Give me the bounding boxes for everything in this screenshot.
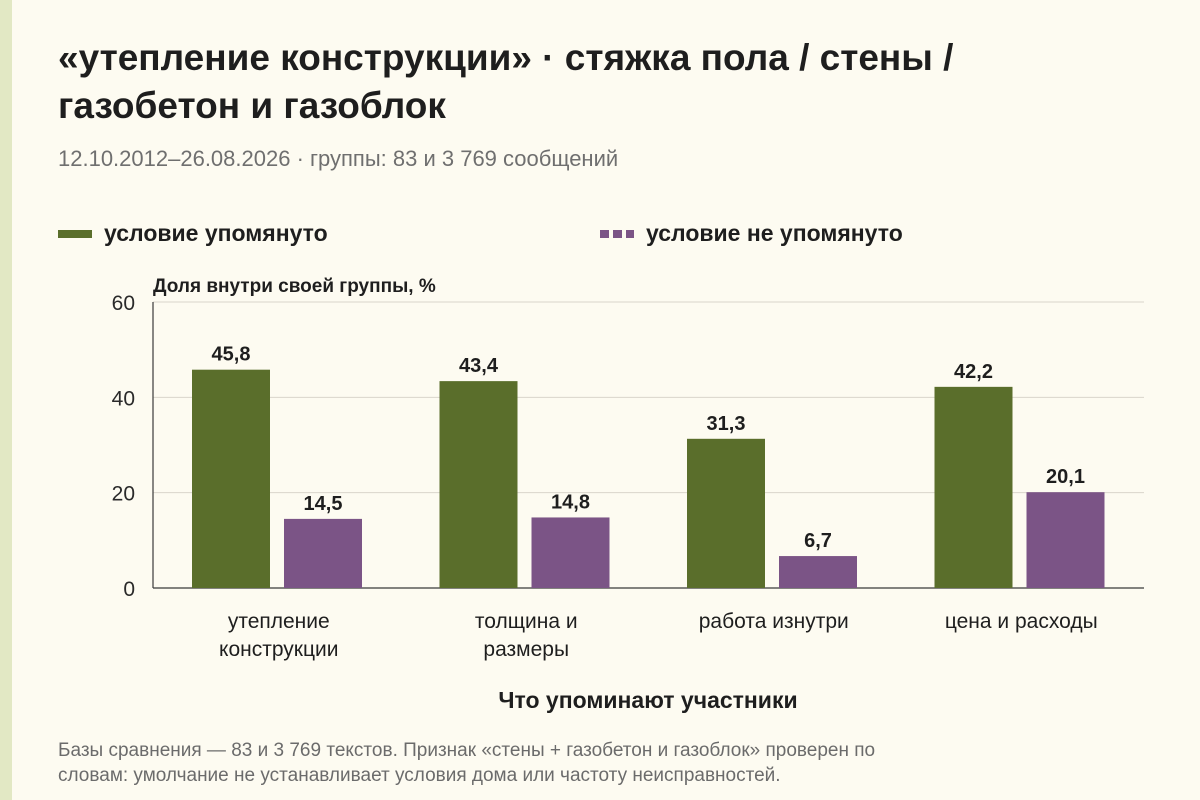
x-tick-label: конструкции bbox=[219, 638, 338, 661]
bar-mentioned bbox=[192, 369, 270, 588]
page-subtitle: 12.10.2012–26.08.2026 · группы: 83 и 3 7… bbox=[58, 146, 619, 171]
bar-value-label: 14,8 bbox=[551, 491, 590, 513]
legend-swatch-not-mentioned bbox=[600, 229, 634, 238]
bar-value-label: 45,8 bbox=[212, 344, 251, 366]
legend-item-mentioned: условие упомянуто bbox=[58, 220, 328, 247]
bar-value-label: 31,3 bbox=[707, 413, 746, 435]
footnote: Базы сравнения — 83 и 3 769 текстов. При… bbox=[58, 738, 1158, 788]
x-tick-label: утепление bbox=[228, 610, 330, 633]
x-tick-label: размеры bbox=[483, 638, 569, 661]
x-tick-label: работа изнутри bbox=[699, 610, 849, 633]
legend-label-not-mentioned: условие не упомянуто bbox=[646, 220, 903, 246]
legend-item-not-mentioned: условие не упомянуто bbox=[600, 220, 903, 247]
bar-mentioned bbox=[439, 381, 518, 588]
footnote-line-2: словам: умолчание не устанавливает услов… bbox=[58, 765, 781, 786]
bar-value-label: 14,5 bbox=[304, 493, 343, 515]
footnote-line-1: Базы сравнения — 83 и 3 769 текстов. При… bbox=[58, 740, 876, 761]
bar-not-mentioned bbox=[284, 518, 362, 588]
title-line-2: газобетон и газоблок bbox=[58, 85, 446, 126]
y-tick-label: 20 bbox=[112, 483, 135, 506]
x-tick-label: толщина и bbox=[475, 610, 578, 633]
x-axis-label: Что упоминают участники bbox=[498, 687, 797, 713]
x-tick-label: цена и расходы bbox=[945, 610, 1098, 633]
bar-value-label: 43,4 bbox=[459, 355, 499, 377]
title-line-1: «утепление конструкции» · стяжка пола / … bbox=[58, 37, 954, 78]
y-axis-label: Доля внутри своей группы, % bbox=[153, 276, 436, 297]
bar-value-label: 6,7 bbox=[804, 530, 832, 552]
bar-not-mentioned bbox=[531, 517, 610, 588]
page-title: «утепление конструкции» · стяжка пола / … bbox=[58, 34, 1158, 130]
legend-swatch-mentioned bbox=[58, 229, 92, 238]
bar-mentioned bbox=[934, 386, 1013, 588]
bar-not-mentioned bbox=[1026, 492, 1105, 588]
legend-label-mentioned: условие упомянуто bbox=[104, 220, 328, 246]
bar-value-label: 42,2 bbox=[954, 361, 993, 383]
bar-mentioned bbox=[687, 438, 765, 588]
y-tick-label: 0 bbox=[123, 578, 135, 601]
side-accent-stripe bbox=[0, 0, 12, 800]
bar-value-label: 20,1 bbox=[1046, 466, 1085, 488]
y-tick-label: 40 bbox=[112, 387, 135, 410]
y-tick-label: 60 bbox=[112, 292, 135, 315]
bar-not-mentioned bbox=[779, 556, 857, 588]
